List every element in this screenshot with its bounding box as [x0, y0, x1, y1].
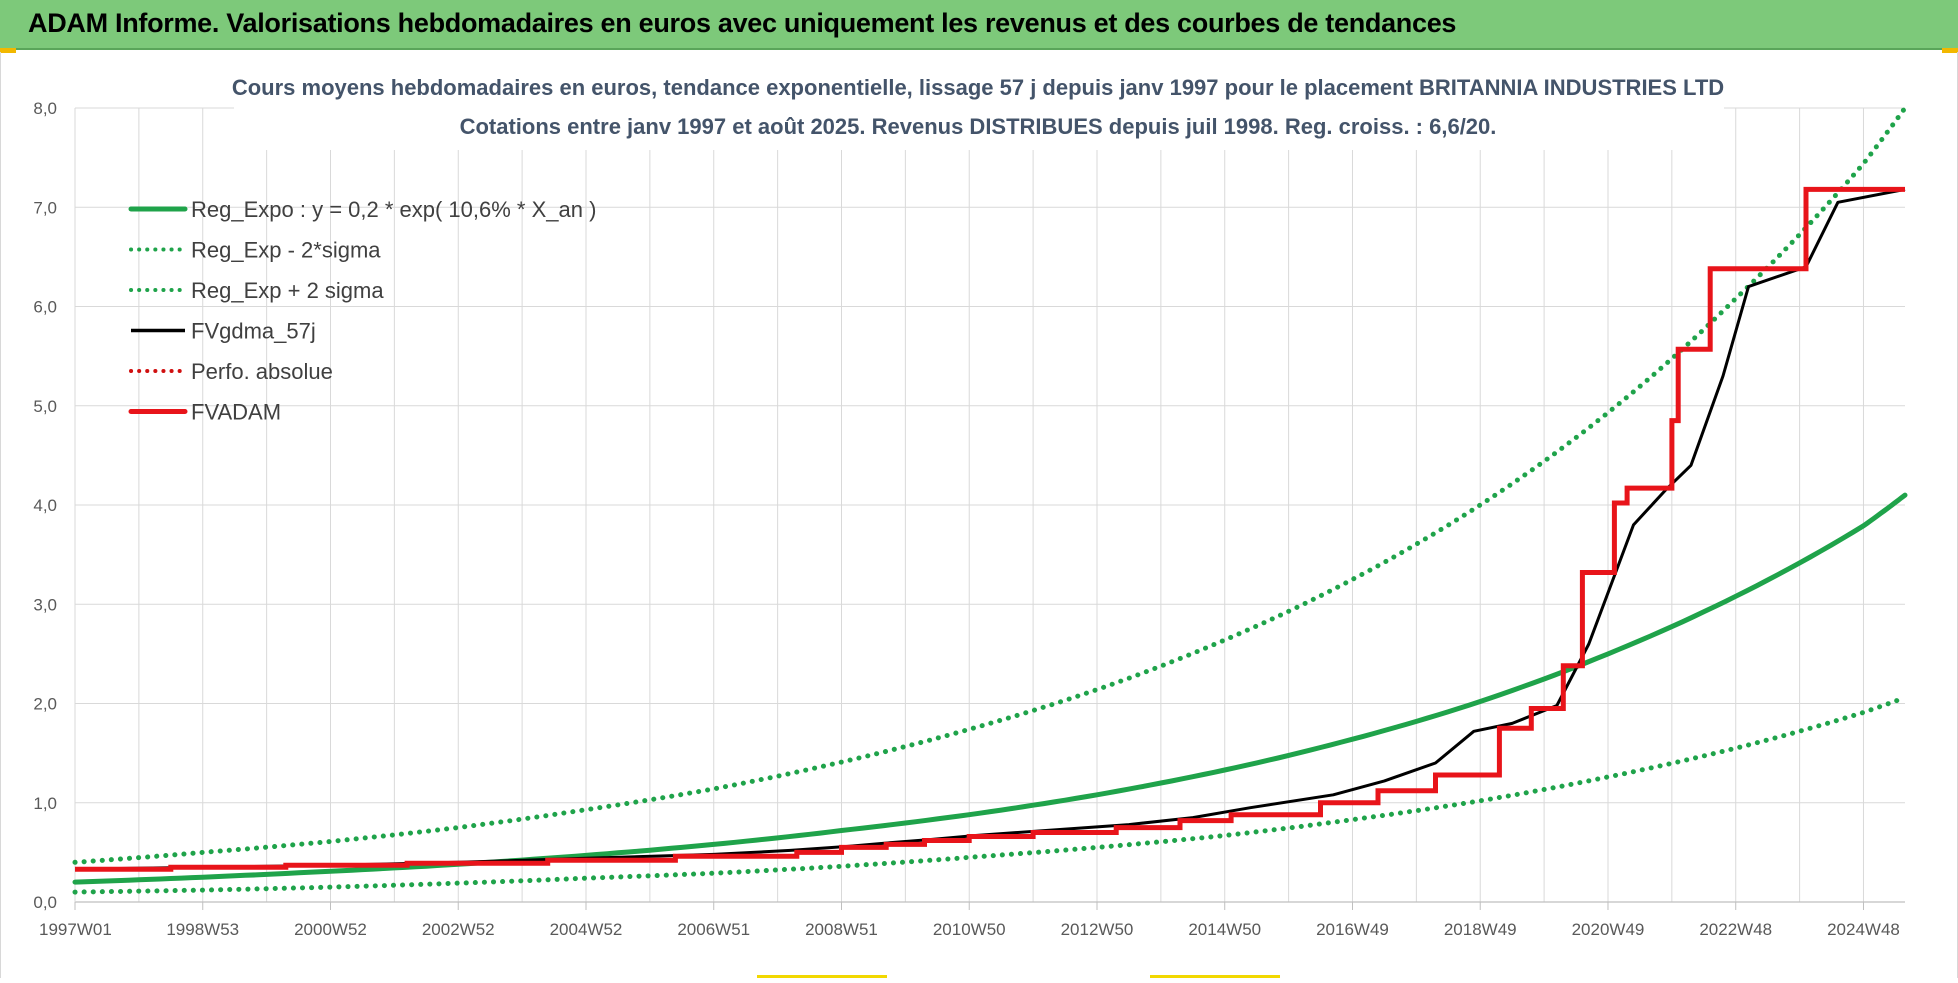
x-tick-label: 2002W52 [422, 920, 495, 939]
y-tick-label: 0,0 [33, 893, 57, 912]
x-tick-label: 2018W49 [1444, 920, 1517, 939]
y-tick-label: 2,0 [33, 695, 57, 714]
series-reg-plus-2sigma [72, 105, 1908, 865]
series-reg-minus-2sigma [72, 695, 1908, 895]
bottom-accent-1 [757, 975, 887, 978]
series-reg-expo [72, 492, 1908, 885]
legend-label: Reg_Expo : y = 0,2 * exp( 10,6% * X_an ) [191, 197, 596, 222]
x-tick-label: 2006W51 [677, 920, 750, 939]
chart-area: 0,0 1,0 2,0 3,0 4,0 5,0 6,0 7,0 8,0 1997W01 1998W5… [0, 52, 1958, 978]
x-tick-label: 2000W52 [294, 920, 367, 939]
banner-accent-left [0, 48, 16, 53]
grid-layer [75, 107, 1905, 903]
banner-accent-right [1942, 48, 1958, 53]
chart-title-line1: Cours moyens hebdomadaires en euros, ten… [232, 75, 1724, 100]
y-tick-label: 3,0 [33, 595, 57, 614]
x-tick-label: 2012W50 [1061, 920, 1134, 939]
x-tick-label: 1998W53 [166, 920, 239, 939]
x-tick-label: 1997W01 [39, 920, 112, 939]
y-tick-label: 1,0 [33, 794, 57, 813]
y-tick-label: 4,0 [33, 496, 57, 515]
legend-label: FVADAM [191, 400, 281, 425]
series-layer [72, 105, 1908, 895]
chart-svg: 0,0 1,0 2,0 3,0 4,0 5,0 6,0 7,0 8,0 1997W01 1998W5… [33, 64, 1908, 939]
report-title: ADAM Informe. Valorisations hebdomadaire… [28, 8, 1457, 38]
legend-label: Reg_Exp + 2 sigma [191, 278, 384, 303]
y-tick-label: 6,0 [33, 298, 57, 317]
report-banner: ADAM Informe. Valorisations hebdomadaire… [0, 0, 1958, 50]
legend-label: FVgdma_57j [191, 319, 316, 344]
x-tick-label: 2022W48 [1699, 920, 1772, 939]
y-tick-label: 5,0 [33, 397, 57, 416]
x-tick-label: 2008W51 [805, 920, 878, 939]
chart-title-line2: Cotations entre janv 1997 et août 2025. … [460, 114, 1497, 139]
series-fvadam [75, 186, 1905, 872]
x-tick-label: 2024W48 [1827, 920, 1900, 939]
legend-label: Perfo. absolue [191, 359, 333, 384]
x-tick-label: 2020W49 [1572, 920, 1645, 939]
y-tick-label: 8,0 [33, 99, 57, 118]
title-backdrop [234, 64, 1724, 150]
legend-label: Reg_Exp - 2*sigma [191, 238, 381, 263]
axis-layer: 0,0 1,0 2,0 3,0 4,0 5,0 6,0 7,0 8,0 1997W01 1998W5… [33, 99, 1905, 939]
x-tick-label: 2014W50 [1188, 920, 1261, 939]
x-tick-label: 2016W49 [1316, 920, 1389, 939]
bottom-accent-2 [1150, 975, 1280, 978]
x-tick-label: 2004W52 [550, 920, 623, 939]
y-tick-label: 7,0 [33, 198, 57, 217]
legend: Reg_Expo : y = 0,2 * exp( 10,6% * X_an )… [128, 197, 596, 425]
x-tick-label: 2010W50 [933, 920, 1006, 939]
